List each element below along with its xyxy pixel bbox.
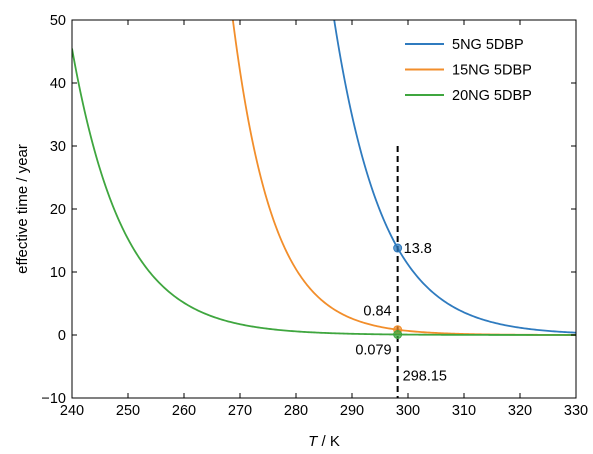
y-tick-label: 50 (50, 13, 66, 29)
x-tick-label: 320 (508, 403, 532, 419)
value-label-15ng-5dbp: 0.84 (363, 304, 391, 320)
marker-20ng-5dbp (393, 330, 403, 340)
legend: 5NG 5DBP 15NG 5DBP 20NG 5DBP (405, 37, 532, 104)
x-tick-label: 260 (172, 403, 196, 419)
value-label-20ng-5dbp: 0.079 (355, 343, 391, 359)
x-tick-label: 290 (340, 403, 364, 419)
y-tick-label: 0 (58, 328, 66, 344)
y-tick-label: −10 (41, 391, 66, 407)
value-label-5ng-5dbp: 13.8 (404, 241, 432, 257)
series-line-20ng-5dbp (72, 48, 576, 336)
x-axis-title-symbol: T (308, 433, 319, 450)
x-tick-label: 240 (60, 403, 84, 419)
x-tick-label: 300 (396, 403, 420, 419)
x-axis-title: T / K (308, 433, 340, 450)
x-tick-label: 250 (116, 403, 140, 419)
legend-label-20ng-5dbp: 20NG 5DBP (452, 88, 532, 104)
x-axis-title-unit: / K (317, 433, 340, 450)
reference-line-label: 298.15 (403, 368, 447, 384)
x-tick-label: 280 (284, 403, 308, 419)
y-axis-title: effective time / year (14, 144, 31, 274)
y-tick-label: 10 (50, 265, 66, 281)
marker-5ng-5dbp (393, 243, 403, 253)
x-tick-label: 270 (228, 403, 252, 419)
y-tick-label: 20 (50, 202, 66, 218)
legend-label-15ng-5dbp: 15NG 5DBP (452, 63, 532, 79)
series-line-5ng-5dbp (333, 20, 576, 334)
y-tick-label: 40 (50, 76, 66, 92)
legend-label-5ng-5dbp: 5NG 5DBP (452, 37, 524, 53)
x-tick-label: 310 (452, 403, 476, 419)
x-tick-label: 330 (564, 403, 588, 419)
y-tick-label: 30 (50, 139, 66, 155)
